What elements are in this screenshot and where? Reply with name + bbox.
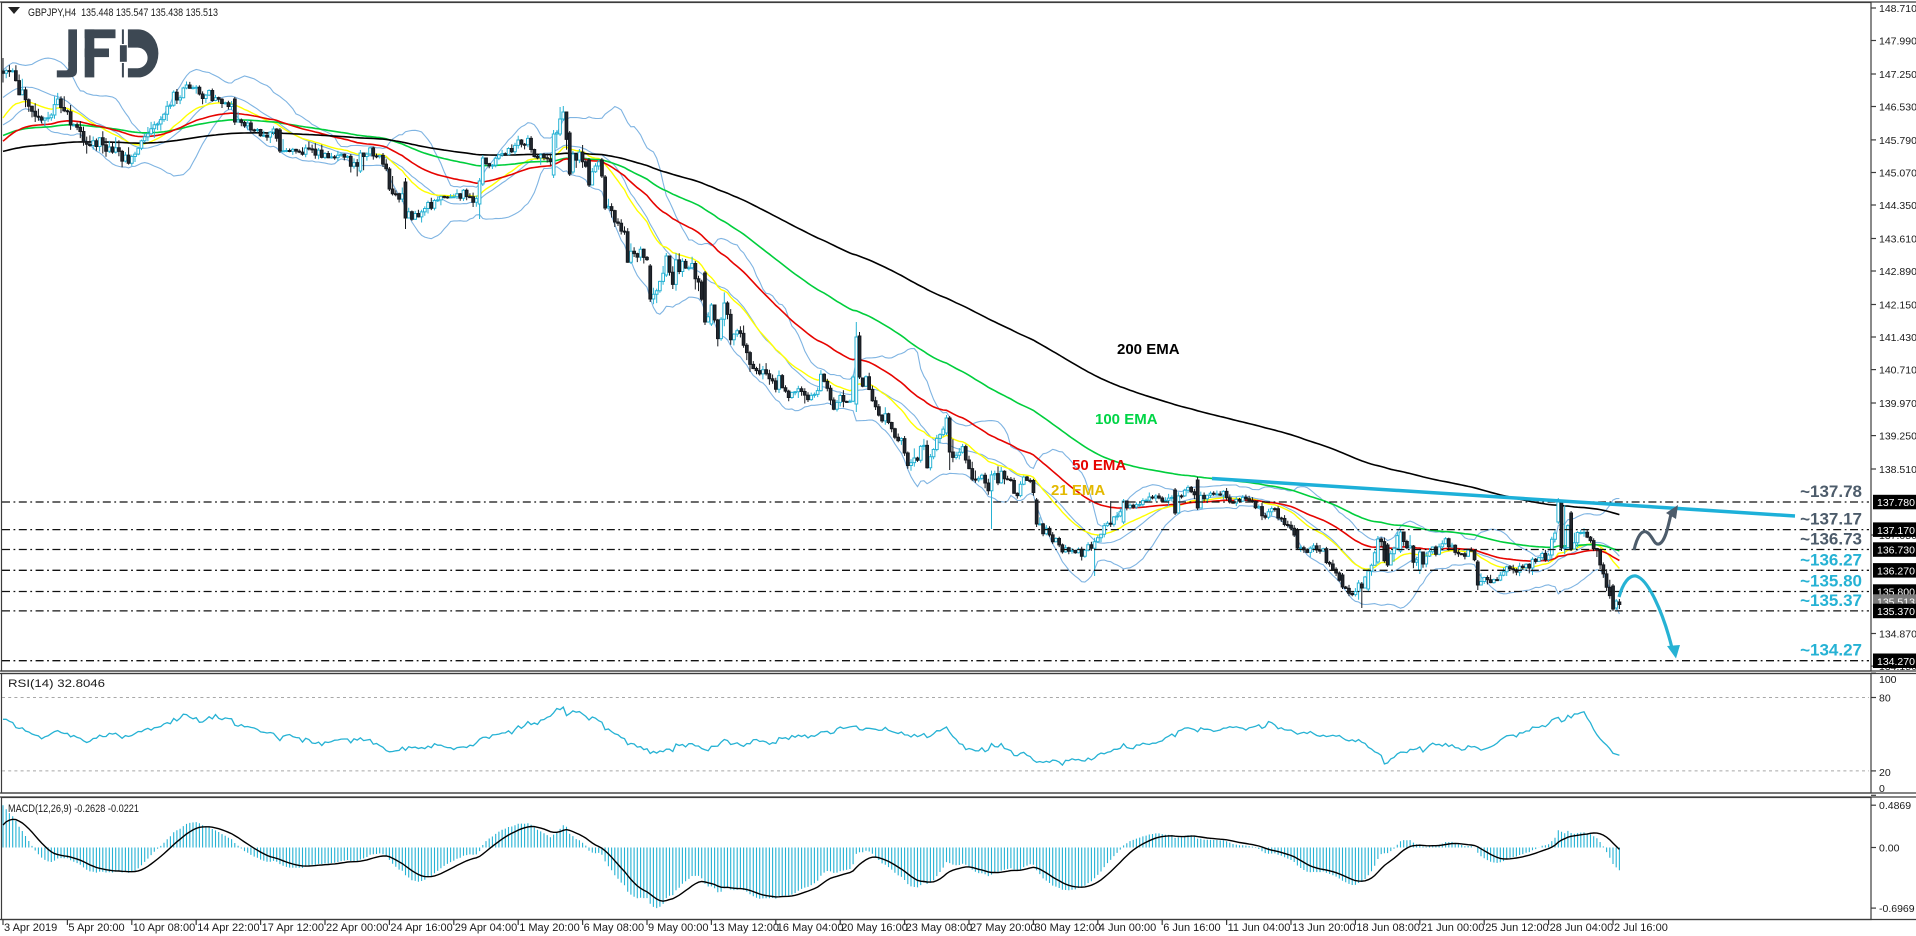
svg-text:135.370: 135.370 [1877, 606, 1915, 618]
svg-text:147.990: 147.990 [1879, 36, 1916, 48]
svg-text:145.070: 145.070 [1879, 168, 1916, 180]
svg-text:9 May 00:00: 9 May 00:00 [648, 922, 709, 934]
svg-text:23 May 08:00: 23 May 08:00 [906, 922, 973, 934]
svg-text:146.530: 146.530 [1879, 102, 1916, 114]
svg-text:5 Apr 20:00: 5 Apr 20:00 [68, 922, 124, 934]
svg-text:0.4869: 0.4869 [1879, 800, 1911, 812]
svg-text:141.430: 141.430 [1879, 332, 1916, 344]
svg-text:144.350: 144.350 [1879, 200, 1916, 212]
svg-text:29 Apr 04:00: 29 Apr 04:00 [455, 922, 517, 934]
svg-text:21 EMA: 21 EMA [1051, 482, 1105, 499]
svg-text:137.170: 137.170 [1877, 525, 1915, 537]
svg-text:13 May 12:00: 13 May 12:00 [712, 922, 779, 934]
svg-text:-0.6969: -0.6969 [1879, 903, 1915, 915]
svg-text:28 Jun 04:00: 28 Jun 04:00 [1550, 922, 1614, 934]
svg-text:~135.37: ~135.37 [1800, 591, 1862, 610]
svg-text:6 May 08:00: 6 May 08:00 [584, 922, 645, 934]
svg-text:25 Jun 12:00: 25 Jun 12:00 [1485, 922, 1549, 934]
svg-text:148.710: 148.710 [1879, 3, 1916, 15]
svg-text:136.270: 136.270 [1877, 566, 1915, 578]
svg-text:100: 100 [1879, 674, 1897, 686]
svg-text:200 EMA: 200 EMA [1117, 341, 1180, 358]
svg-text:20 May 16:00: 20 May 16:00 [841, 922, 908, 934]
svg-text:~136.73: ~136.73 [1800, 530, 1862, 549]
svg-text:143.610: 143.610 [1879, 234, 1916, 246]
svg-text:4 Jun 00:00: 4 Jun 00:00 [1099, 922, 1157, 934]
svg-text:3 Apr 2019: 3 Apr 2019 [4, 922, 57, 934]
svg-text:~137.17: ~137.17 [1800, 510, 1862, 529]
svg-text:~134.27: ~134.27 [1800, 641, 1862, 660]
svg-text:147.250: 147.250 [1879, 69, 1916, 81]
svg-text:134.270: 134.270 [1877, 656, 1915, 668]
svg-text:24 Apr 16:00: 24 Apr 16:00 [390, 922, 452, 934]
svg-text:18 Jun 08:00: 18 Jun 08:00 [1356, 922, 1420, 934]
svg-text:30 May 12:00: 30 May 12:00 [1034, 922, 1101, 934]
svg-text:136.730: 136.730 [1877, 545, 1915, 557]
svg-text:17 Apr 12:00: 17 Apr 12:00 [262, 922, 324, 934]
svg-text:0.00: 0.00 [1879, 843, 1900, 855]
svg-text:134.870: 134.870 [1879, 629, 1916, 641]
svg-text:22 Apr 00:00: 22 Apr 00:00 [326, 922, 388, 934]
svg-text:20: 20 [1879, 767, 1891, 779]
svg-text:~136.27: ~136.27 [1800, 550, 1862, 569]
svg-text:137.780: 137.780 [1877, 497, 1915, 509]
svg-text:138.510: 138.510 [1879, 464, 1916, 476]
svg-text:13 Jun 20:00: 13 Jun 20:00 [1292, 922, 1356, 934]
svg-text:~135.80: ~135.80 [1800, 572, 1862, 591]
svg-text:27 May 20:00: 27 May 20:00 [970, 922, 1037, 934]
svg-text:~137.78: ~137.78 [1800, 482, 1862, 501]
svg-text:6 Jun 16:00: 6 Jun 16:00 [1163, 922, 1221, 934]
svg-text:21 Jun 00:00: 21 Jun 00:00 [1421, 922, 1485, 934]
svg-text:RSI(14) 32.8046: RSI(14) 32.8046 [8, 678, 105, 690]
svg-text:16 May 04:00: 16 May 04:00 [777, 922, 844, 934]
svg-text:GBPJPY,H4 135.448 135.547 135: GBPJPY,H4 135.448 135.547 135.438 135.51… [28, 7, 218, 19]
svg-text:11 Jun 04:00: 11 Jun 04:00 [1228, 922, 1291, 934]
svg-text:2 Jul 16:00: 2 Jul 16:00 [1614, 922, 1668, 934]
svg-text:MACD(12,26,9) -0.2628 -0.0221: MACD(12,26,9) -0.2628 -0.0221 [8, 803, 139, 815]
svg-text:10 Apr 08:00: 10 Apr 08:00 [133, 922, 195, 934]
svg-text:1 May 20:00: 1 May 20:00 [519, 922, 580, 934]
svg-text:139.970: 139.970 [1879, 398, 1916, 410]
svg-text:142.890: 142.890 [1879, 266, 1916, 278]
svg-text:142.150: 142.150 [1879, 300, 1916, 312]
svg-text:80: 80 [1879, 693, 1891, 705]
svg-text:100 EMA: 100 EMA [1095, 411, 1158, 428]
svg-text:139.250: 139.250 [1879, 431, 1916, 443]
svg-text:14 Apr 22:00: 14 Apr 22:00 [197, 922, 259, 934]
svg-text:0: 0 [1879, 783, 1885, 795]
svg-text:145.790: 145.790 [1879, 135, 1916, 147]
svg-text:50 EMA: 50 EMA [1072, 457, 1126, 474]
svg-text:140.710: 140.710 [1879, 365, 1916, 377]
